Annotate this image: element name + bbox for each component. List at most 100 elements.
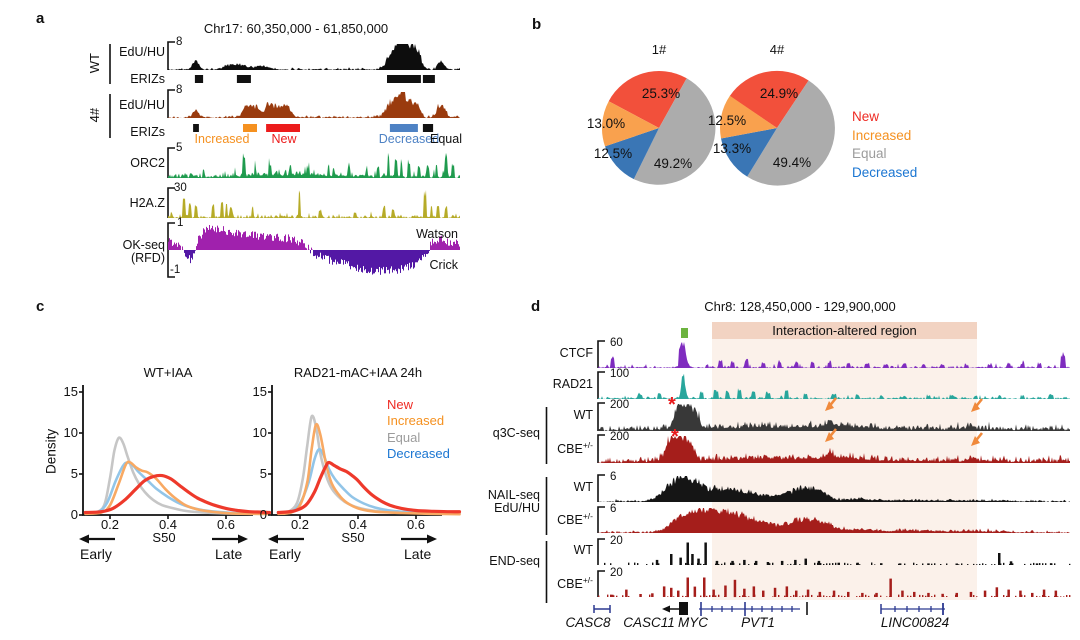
track-label-nail_wt: WT xyxy=(573,479,593,494)
xtick-label: 0.6 xyxy=(216,517,236,532)
track-ctcf xyxy=(598,342,1070,368)
group-label-q3c-seq: q3C-seq xyxy=(492,426,540,440)
pie-value-new: 24.9% xyxy=(759,86,799,101)
track-label-erizs-4: ERIZs xyxy=(130,125,165,139)
legend-b-equal: Equal xyxy=(852,146,887,162)
group-label-wt: WT xyxy=(86,53,102,74)
track-label-q3c_wt: WT xyxy=(573,408,593,422)
plot-title: WT+IAA xyxy=(143,365,193,380)
density-curve-equal xyxy=(277,414,461,516)
pie-slice-increased xyxy=(601,101,659,147)
pie-slice-new xyxy=(608,71,687,128)
track-nail_cbe xyxy=(598,508,1070,533)
bracket-q3c_cbe xyxy=(597,434,605,463)
density-plot xyxy=(79,385,272,544)
legend-b-decreased: Decreased xyxy=(852,164,918,180)
track-label-erizs-wt: ERIZs xyxy=(130,72,165,86)
ytick-label: 0 xyxy=(70,507,78,522)
eriz-category-decreased: Decreased xyxy=(378,132,440,146)
pie-value-equal: 49.2% xyxy=(653,156,693,171)
asterisk-marker-cbe: * xyxy=(671,426,679,448)
panel-a-label: a xyxy=(36,10,45,27)
bracket-nail_cbe xyxy=(597,506,605,533)
panel-a-region-title: Chr17: 60,350,000 - 61,850,000 xyxy=(203,21,389,36)
track-okseq-rfd xyxy=(168,225,460,275)
scale-h2az: 30 xyxy=(174,182,187,194)
scale-okseq-top: 1 xyxy=(177,217,184,229)
pie-title-4#: 4# xyxy=(769,42,785,57)
track-label-end_cbe: CBE+/- xyxy=(557,575,593,592)
eriz-category-equal: Equal xyxy=(430,132,462,146)
pie-value-increased: 12.5% xyxy=(707,113,747,128)
scale-okseq-bottom: -1 xyxy=(170,264,181,276)
track-q3c_cbe xyxy=(598,436,1070,463)
bracket-h2az xyxy=(167,187,175,218)
gene-label-linc00824: LINC00824 xyxy=(880,615,950,630)
bracket-nail_wt xyxy=(597,474,605,502)
late-label: Late xyxy=(215,546,243,562)
early-label: Early xyxy=(269,546,301,562)
scale-rad21: 100 xyxy=(610,368,630,380)
scale-4-edu: 8 xyxy=(176,84,183,96)
track-label-rad21: RAD21 xyxy=(552,376,593,391)
orange-arrow-marker xyxy=(825,428,838,442)
track-label-edu-wt: EdU/HU xyxy=(119,45,165,59)
track-label-h2az: H2A.Z xyxy=(129,196,165,210)
eriz-category-increased: Increased xyxy=(194,132,250,146)
density-curve-increased xyxy=(84,460,271,516)
density-curve-increased xyxy=(277,422,461,516)
track-4-erizs xyxy=(193,124,434,132)
xtick-label: 0.6 xyxy=(406,517,426,532)
density-curve-new xyxy=(83,473,272,515)
legend-c-increased: Increased xyxy=(387,413,445,429)
bracket-rad21 xyxy=(597,371,605,399)
interaction-altered-region-label: Interaction-altered region xyxy=(772,323,917,338)
pie-slice-decreased xyxy=(721,128,777,177)
legend-b-increased: Increased xyxy=(852,127,912,143)
watson-label: Watson xyxy=(416,227,458,241)
orange-arrow-marker xyxy=(825,397,838,411)
panel-b-label: b xyxy=(532,16,542,33)
scale-q3c_cbe: 200 xyxy=(610,431,630,443)
density-curve-decreased xyxy=(84,461,271,516)
legend-c-equal: Equal xyxy=(387,429,421,445)
pie-title-1#: 1# xyxy=(651,42,667,57)
track-h2az xyxy=(168,190,460,218)
track-label-nail_cbe: CBE+/- xyxy=(557,511,593,528)
bracket-end_wt xyxy=(597,538,605,565)
pie-value-new: 25.3% xyxy=(641,86,681,101)
ytick-label: 10 xyxy=(252,425,267,440)
track-label-q3c_cbe: CBE+/- xyxy=(557,440,593,457)
group-label-edu/hu: EdU/HU xyxy=(494,501,540,515)
track-wt-edu xyxy=(168,44,460,70)
bracket-orc2 xyxy=(167,147,175,178)
track-label-end_wt: WT xyxy=(573,543,593,557)
early-label: Early xyxy=(80,546,112,562)
density-plot xyxy=(268,385,462,544)
legend-c-decreased: Decreased xyxy=(387,445,450,461)
orange-arrow-marker xyxy=(971,398,984,412)
group-label-end-seq: END-seq xyxy=(489,554,540,568)
crick-label: Crick xyxy=(429,258,458,272)
bracket-ctcf xyxy=(597,340,605,368)
panel-d-label: d xyxy=(531,298,541,315)
bracket-wt-edu xyxy=(167,41,175,70)
pie-slice-increased xyxy=(720,95,777,139)
track-end_wt xyxy=(604,542,1071,565)
axis-label-s50: S50 xyxy=(341,530,365,545)
gene-label-casc8: CASC8 xyxy=(565,615,611,630)
scale-wt-edu: 8 xyxy=(176,36,183,48)
pie-value-decreased: 12.5% xyxy=(593,146,633,161)
ytick-label: 15 xyxy=(252,384,267,399)
track-label-okseq: OK-seq xyxy=(122,238,165,252)
track-wt-erizs xyxy=(194,75,435,83)
track-label-rfd: (RFD) xyxy=(130,251,165,265)
region-band xyxy=(712,322,977,339)
bracket-4-edu xyxy=(167,89,175,118)
pie-slice-equal xyxy=(633,78,716,185)
ytick-label: 5 xyxy=(70,466,78,481)
bracket-end_cbe xyxy=(597,570,605,597)
group-label-4: 4# xyxy=(86,107,102,123)
panel-c-label: c xyxy=(36,298,45,315)
